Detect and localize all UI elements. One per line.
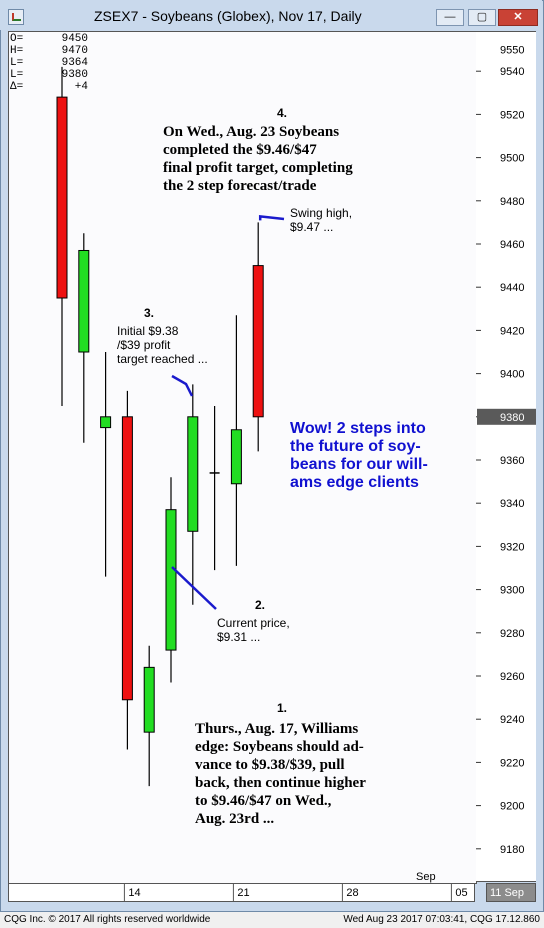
- step-2-arrow: [171, 566, 217, 610]
- status-bar: CQG Inc. © 2017 All rights reserved worl…: [0, 912, 544, 928]
- price-axis[interactable]: [476, 31, 536, 882]
- candle-body: [252, 265, 264, 418]
- y-tick-label: 9360: [500, 455, 524, 467]
- y-tick-label: 9320: [500, 541, 524, 553]
- promo-note: Wow! 2 steps into the future of soy- bea…: [290, 420, 428, 491]
- ohlc-readout: O= 9450 H= 9470 L= 9364 L= 9380 Δ= +4: [10, 33, 92, 93]
- candle-body: [56, 96, 68, 299]
- x-tick-label: 14: [128, 887, 140, 899]
- x-tick-label: 21: [237, 887, 249, 899]
- y-tick-label: 9200: [500, 801, 524, 813]
- step-3-number: 3.: [144, 306, 155, 320]
- last-price-box: [477, 408, 536, 425]
- step-4-number: 4.: [277, 106, 288, 120]
- copyright-text: CQG Inc. © 2017 All rights reserved worl…: [4, 914, 211, 925]
- y-tick-label: 9280: [500, 628, 524, 640]
- ohlc-last: L= 9380: [10, 69, 88, 81]
- x-tick-label: 28: [346, 887, 358, 899]
- chart-app-icon: [8, 9, 24, 25]
- y-tick-label: 9220: [500, 757, 524, 769]
- ohlc-open: O= 9450: [10, 33, 88, 45]
- candle-body: [78, 249, 90, 353]
- month-label: Sep: [416, 871, 436, 883]
- y-tick-label: 9480: [500, 196, 524, 208]
- title-bar[interactable]: ZSEX7 - Soybeans (Globex), Nov 17, Daily…: [0, 0, 542, 30]
- close-button[interactable]: ✕: [498, 9, 538, 26]
- candle-body: [165, 509, 177, 651]
- candle-body: [187, 416, 199, 532]
- date-axis-end-label: 11 Sep: [490, 887, 524, 899]
- y-tick-label-top: 9550: [500, 45, 524, 57]
- y-tick-label: 9300: [500, 585, 524, 597]
- y-tick-label: 9240: [500, 714, 524, 726]
- y-tick-label: 9500: [500, 153, 524, 165]
- y-tick-label: 9520: [500, 109, 524, 121]
- minimize-button[interactable]: —: [436, 9, 464, 26]
- window-title: ZSEX7 - Soybeans (Globex), Nov 17, Daily: [94, 8, 362, 24]
- candle-body: [100, 416, 112, 429]
- candle-body: [121, 416, 133, 701]
- step-3-arrow: [171, 374, 194, 397]
- step-2-note: Current price, $9.31 ...: [217, 616, 290, 644]
- y-tick-label: 9440: [500, 282, 524, 294]
- date-axis-end: [486, 883, 536, 902]
- timestamp-text: Wed Aug 23 2017 07:03:41, CQG 17.12.860: [343, 914, 540, 925]
- ohlc-low: L= 9364: [10, 57, 88, 69]
- step-2-number: 2.: [255, 598, 266, 612]
- x-tick-label: 05: [455, 887, 467, 899]
- step-4-note: On Wed., Aug. 23 Soybeans completed the …: [163, 124, 353, 194]
- plot-area[interactable]: [8, 31, 477, 884]
- y-tick-label: 9460: [500, 239, 524, 251]
- swing-high-note: Swing high, $9.47 ...: [290, 206, 353, 234]
- maximize-button[interactable]: ▢: [468, 9, 496, 26]
- y-tick-label: 9260: [500, 671, 524, 683]
- candle-body: [143, 666, 155, 733]
- step-1-number: 1.: [277, 701, 288, 715]
- y-tick-label: 9340: [500, 498, 524, 510]
- y-tick-label: 9180: [500, 844, 524, 856]
- swing-high-arrow: [258, 215, 285, 221]
- ohlc-change: Δ= +4: [10, 81, 88, 93]
- y-tick-label: 9420: [500, 325, 524, 337]
- step-3-note: Initial $9.38 /$39 profit target reached…: [117, 324, 208, 366]
- step-1-note: Thurs., Aug. 17, Williams edge: Soybeans…: [195, 721, 366, 827]
- y-tick-label: 9540: [500, 66, 524, 78]
- last-price-label: 9380: [500, 412, 524, 424]
- candle-body: [230, 429, 242, 485]
- y-tick-label: 9400: [500, 369, 524, 381]
- ohlc-high: H= 9470: [10, 45, 88, 57]
